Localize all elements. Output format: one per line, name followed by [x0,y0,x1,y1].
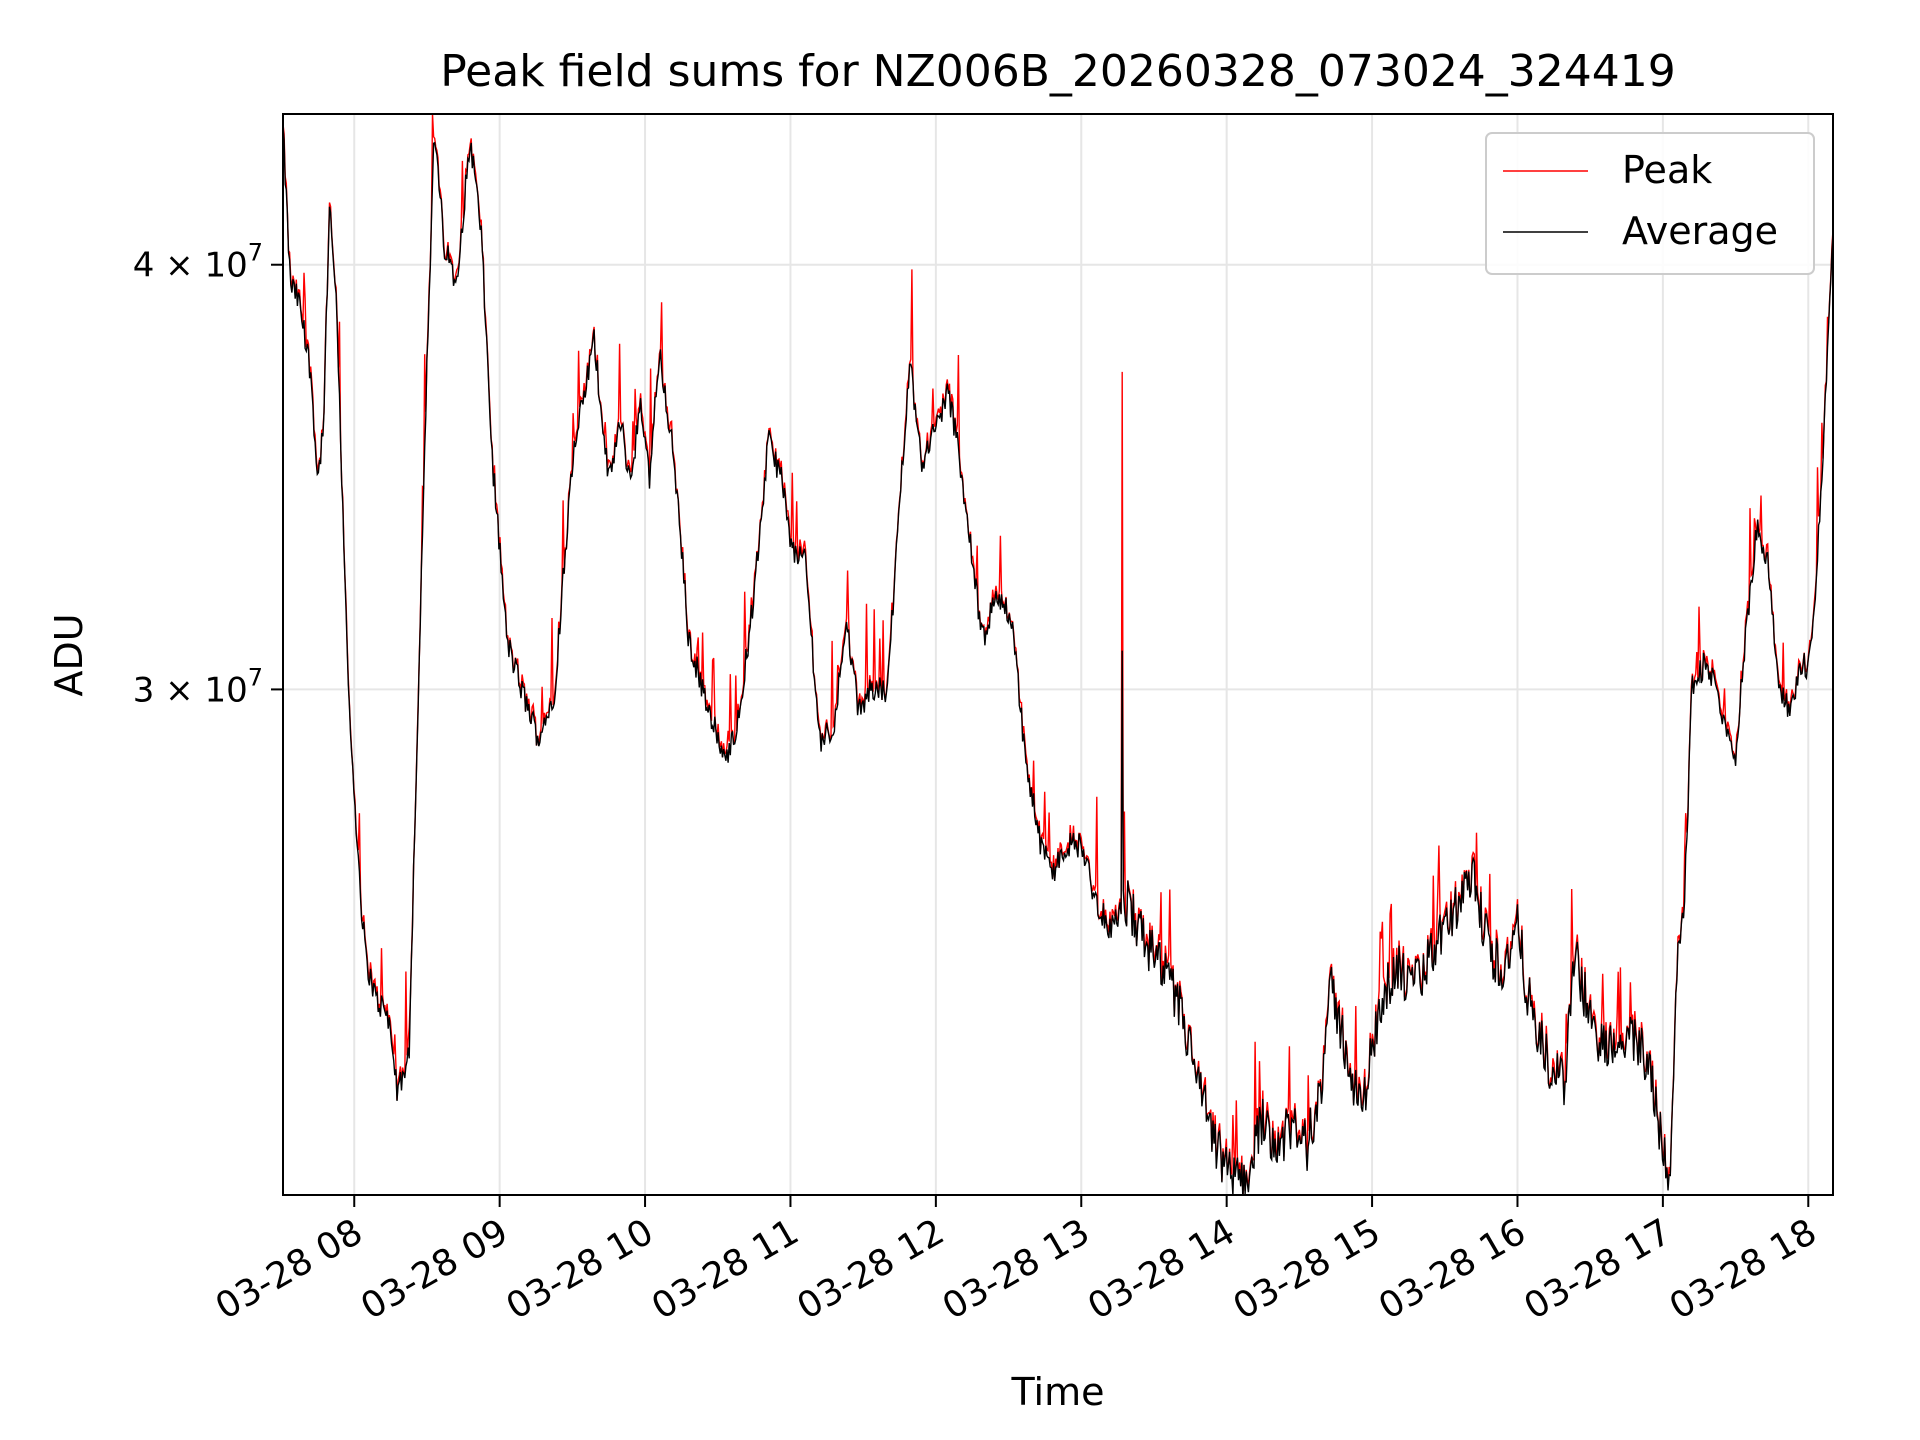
y-tick-label: 4 × 107 [133,239,263,286]
y-axis-ticks: 3 × 107 4 × 107 [133,239,283,710]
y-tick-label: 3 × 107 [133,663,263,710]
average-series-line [283,126,1833,1195]
legend-average-label: Average [1622,209,1778,253]
legend-peak-label: Peak [1622,148,1712,192]
series-layer [283,114,1833,1195]
chart-title: Peak field sums for NZ006B_20260328_0730… [440,46,1676,97]
legend: Peak Average [1485,132,1815,275]
y-axis-label: ADU [47,613,91,696]
x-axis-label: Time [1011,1370,1105,1414]
plot-frame [282,113,1834,1196]
legend-frame [1485,132,1815,275]
